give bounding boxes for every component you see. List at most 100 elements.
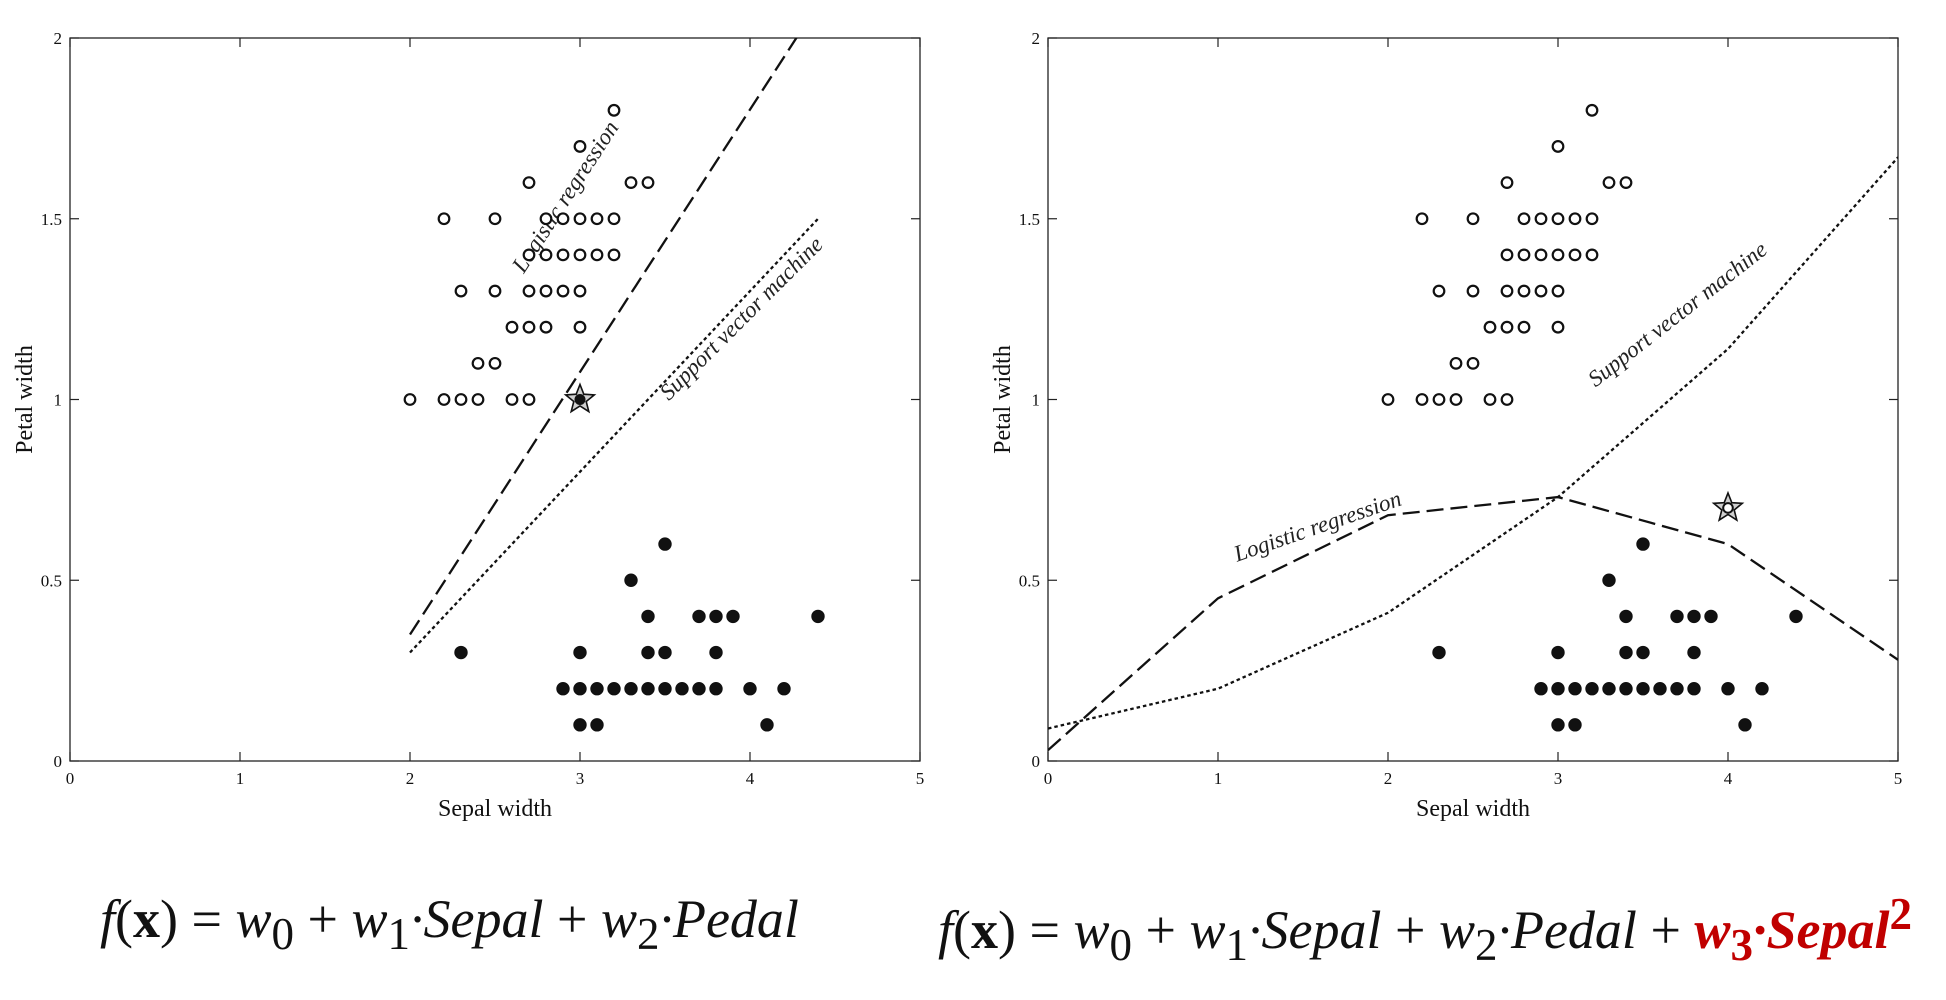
plot-frame xyxy=(1047,37,1899,762)
data-point-open xyxy=(1449,356,1463,370)
data-point-filled xyxy=(692,682,706,696)
data-point-open xyxy=(1585,103,1599,117)
data-point-open xyxy=(573,284,587,298)
formula-w2-sub: 2 xyxy=(1474,919,1498,970)
formula-equals: = xyxy=(177,889,236,949)
x-tick-label: 5 xyxy=(1894,769,1903,788)
logistic-regression-line xyxy=(1048,495,1898,752)
data-point-open xyxy=(641,176,655,190)
data-point-filled xyxy=(658,682,672,696)
formula-plus: + xyxy=(1131,900,1190,960)
y-tick-label: 0 xyxy=(54,752,63,771)
data-point-open xyxy=(522,248,536,262)
formula-w3-sub: 3 xyxy=(1730,919,1753,970)
data-point-filled xyxy=(1619,682,1633,696)
data-point-open xyxy=(471,393,485,406)
y-tick-label: 0 xyxy=(1032,752,1041,771)
formula-extra-term: w3·Sepal2 xyxy=(1694,889,1912,970)
logistic-regression-label: Logistic regression xyxy=(1230,486,1405,567)
formula-sepal-term: ·Sepal xyxy=(1247,900,1382,960)
data-point-filled xyxy=(658,537,672,551)
x-tick-label: 2 xyxy=(1384,769,1393,788)
data-point-open xyxy=(1381,393,1395,406)
data-point-open xyxy=(1551,284,1565,298)
y-tick-label: 0.5 xyxy=(41,571,62,590)
data-point-filled xyxy=(1755,682,1769,696)
data-point-filled xyxy=(1568,718,1582,732)
data-point-filled xyxy=(1551,718,1565,732)
data-point-filled xyxy=(1721,682,1735,696)
formula-plus: + xyxy=(293,889,352,949)
data-point-filled xyxy=(1619,609,1633,624)
data-point-filled xyxy=(709,609,723,624)
data-point-open xyxy=(573,248,587,262)
data-point-filled xyxy=(1636,645,1650,660)
data-point-filled xyxy=(1619,645,1633,660)
data-point-open xyxy=(1483,320,1497,334)
highlight-point-filled xyxy=(574,394,586,405)
data-point-open xyxy=(454,284,468,298)
data-point-open xyxy=(522,393,536,406)
data-point-open xyxy=(1500,320,1514,334)
data-point-open xyxy=(1517,212,1531,226)
data-point-open xyxy=(1500,284,1514,298)
data-point-filled xyxy=(1636,537,1650,551)
x-tick-label: 5 xyxy=(916,769,925,788)
formula-plus: + xyxy=(1381,900,1439,960)
data-point-filled xyxy=(692,609,706,624)
formula-w1: w xyxy=(1189,900,1226,960)
svm-label: Support vector machine xyxy=(1583,237,1772,392)
data-point-open xyxy=(607,248,621,262)
data-point-filled xyxy=(1653,682,1667,696)
data-point-open xyxy=(454,393,468,406)
data-point-open xyxy=(573,320,587,334)
data-point-filled xyxy=(777,682,791,696)
data-point-open xyxy=(1500,393,1514,406)
data-point-filled xyxy=(1687,609,1701,624)
data-point-open xyxy=(1517,248,1531,262)
svm-line xyxy=(409,218,819,654)
data-point-open xyxy=(1466,356,1480,370)
formula-w0: w xyxy=(1073,900,1110,960)
y-tick-label: 1.5 xyxy=(1019,210,1040,229)
data-point-filled xyxy=(811,609,825,624)
formula-w0: w xyxy=(235,889,272,949)
data-point-open xyxy=(488,284,502,298)
data-point-open xyxy=(437,212,451,226)
data-point-open xyxy=(1449,393,1463,406)
data-point-open xyxy=(522,284,536,298)
formula-x: x xyxy=(133,889,160,949)
formula-equals: = xyxy=(1015,900,1074,960)
data-point-filled xyxy=(726,609,740,624)
data-point-open xyxy=(1432,284,1446,298)
formula-exponent: 2 xyxy=(1889,889,1912,939)
x-tick-label: 1 xyxy=(1214,769,1223,788)
data-point-open xyxy=(539,320,553,334)
data-point-filled xyxy=(743,682,757,696)
data-point-open xyxy=(1534,248,1548,262)
svm-line xyxy=(1048,156,1898,730)
data-point-open xyxy=(1517,320,1531,334)
data-point-filled xyxy=(1636,682,1650,696)
data-point-open xyxy=(1602,176,1616,190)
data-point-open xyxy=(1517,284,1531,298)
svm-label: Support vector machine xyxy=(655,232,828,405)
formula-w2-sub: 2 xyxy=(636,908,660,959)
data-point-open xyxy=(607,103,621,117)
data-point-filled xyxy=(573,645,587,660)
data-point-open xyxy=(505,393,519,406)
data-point-open xyxy=(573,212,587,226)
data-point-open xyxy=(1483,393,1497,406)
x-tick-label: 3 xyxy=(576,769,585,788)
formula-w1-sub: 1 xyxy=(387,908,410,959)
data-point-open xyxy=(556,284,570,298)
data-point-filled xyxy=(641,645,655,660)
y-tick-label: 2 xyxy=(54,29,63,48)
decision-lines xyxy=(1048,156,1898,752)
data-point-open xyxy=(1585,248,1599,262)
data-point-open xyxy=(573,140,587,153)
data-point-open xyxy=(1551,320,1565,334)
data-point-open xyxy=(1415,212,1429,226)
